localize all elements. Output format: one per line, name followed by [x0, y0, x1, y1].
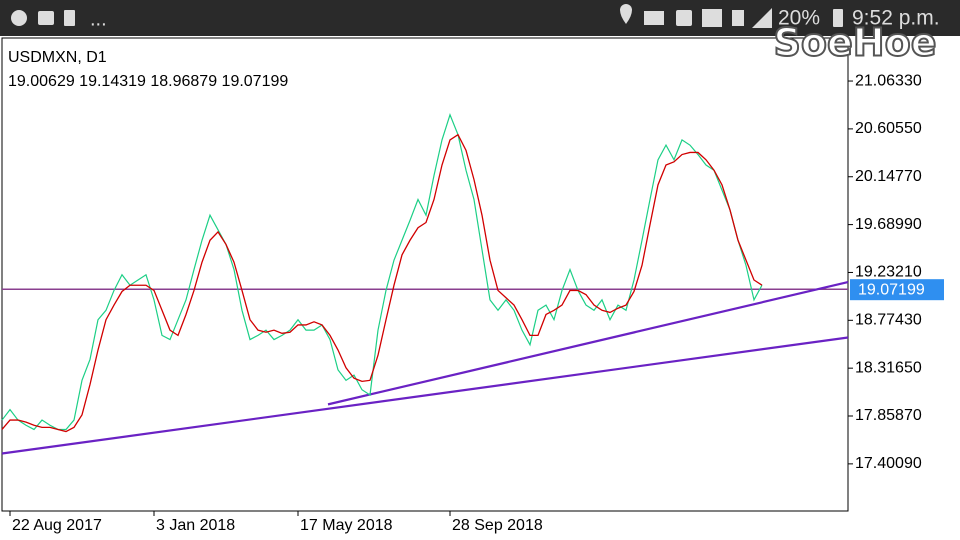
status-bar — [0, 0, 960, 36]
status-battery: 20% — [778, 7, 820, 30]
y-tick-label: 18.77430 — [855, 312, 922, 329]
status-icons — [11, 4, 843, 28]
status-time: 9:52 p.m. — [852, 7, 940, 30]
chart-title: USDMXN, D1 — [8, 49, 107, 66]
y-tick-label: 17.40090 — [855, 455, 922, 472]
nav-icon — [11, 10, 27, 26]
plot-frame — [1, 37, 849, 512]
series-line — [1, 133, 763, 433]
app-icon — [676, 10, 692, 26]
x-tick-label: 28 Sep 2018 — [452, 517, 543, 534]
mute-icon — [644, 11, 664, 25]
trendline — [1, 336, 849, 455]
y-tick-label: 17.85870 — [855, 407, 922, 424]
x-tick-label: 17 May 2018 — [300, 517, 393, 534]
file-icon — [64, 10, 75, 26]
location-icon — [620, 4, 632, 24]
status-more: ... — [90, 8, 107, 30]
gallery-icon — [38, 11, 54, 25]
x-tick-label: 3 Jan 2018 — [156, 517, 235, 534]
series-line — [1, 113, 763, 431]
data-icon — [732, 10, 744, 26]
y-tick-label: 19.23210 — [855, 264, 922, 281]
signal-box-icon — [702, 9, 722, 27]
y-tick-label: 19.68990 — [855, 216, 922, 233]
trendline — [327, 281, 849, 406]
battery-icon — [833, 9, 843, 27]
y-tick-label: 20.60550 — [855, 120, 922, 137]
y-tick-label: 20.14770 — [855, 168, 922, 185]
y-tick-label: 21.06330 — [855, 72, 922, 89]
ohlc-values: 19.00629 19.14319 18.96879 19.07199 — [8, 73, 288, 90]
price-label: 19.07199 — [858, 281, 925, 298]
watermark: SoeHoe — [774, 21, 937, 65]
signal-icon — [752, 8, 772, 28]
x-tick-label: 22 Aug 2017 — [12, 517, 102, 534]
price-label-box — [850, 279, 944, 301]
y-tick-label: 18.31650 — [855, 359, 922, 376]
